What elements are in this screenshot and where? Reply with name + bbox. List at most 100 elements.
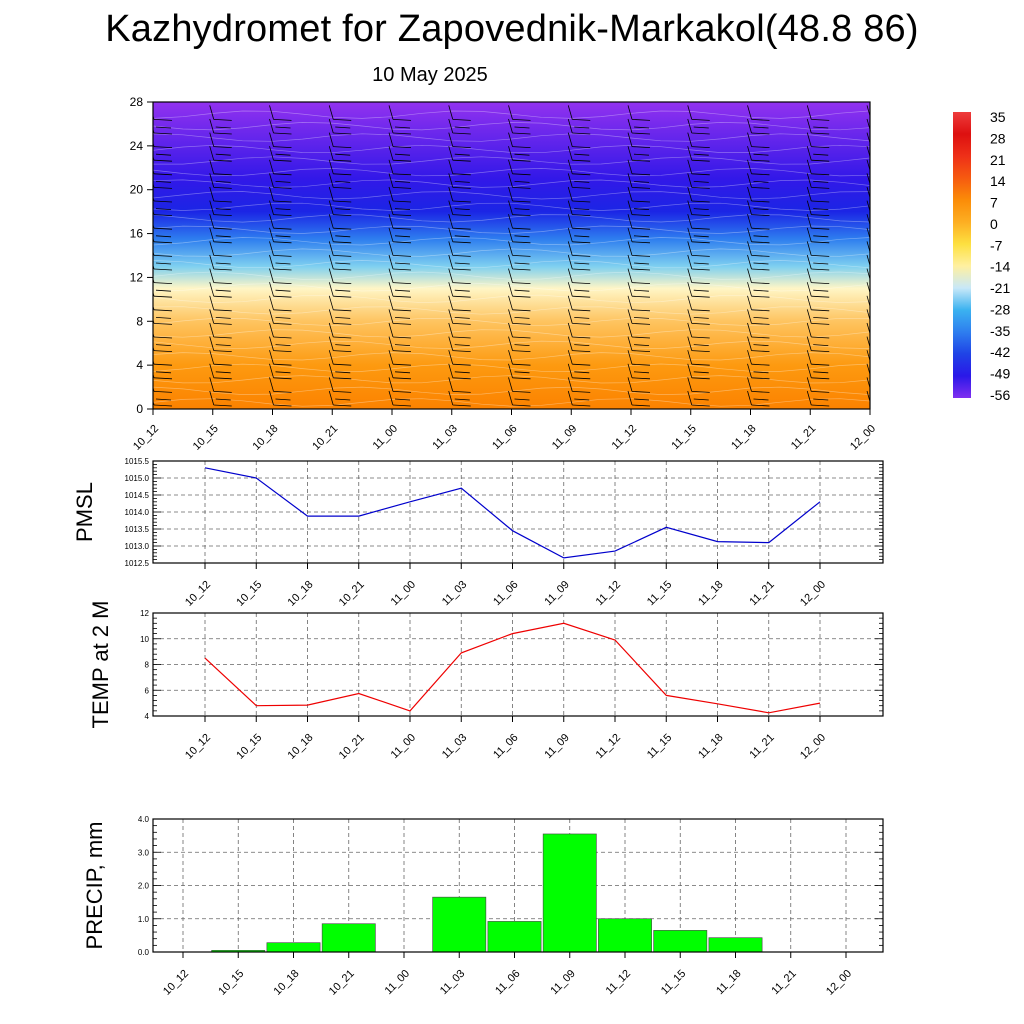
wind-barb-flag — [691, 336, 710, 339]
wind-barb-flag — [691, 159, 710, 162]
wind-barb — [388, 322, 394, 338]
wind-barb — [687, 159, 693, 174]
wind-barb-flag — [215, 181, 231, 183]
contour-line — [153, 110, 870, 119]
wind-barb-flag — [811, 255, 830, 257]
wind-barb-flag — [871, 255, 889, 256]
wind-barb-flag — [572, 404, 591, 407]
wind-barb — [508, 186, 513, 202]
wind-barb-flag — [631, 350, 651, 352]
wind-barb-flag — [333, 377, 352, 380]
y-axis-title: PMSL — [72, 482, 97, 542]
wind-barb — [866, 105, 870, 118]
wind-barb — [687, 254, 693, 270]
wind-barb — [328, 132, 334, 147]
wind-barb — [747, 336, 752, 351]
wind-barb-flag — [512, 132, 531, 135]
wind-barb-flag — [574, 371, 590, 374]
wind-barb — [627, 268, 633, 283]
wind-barb-flag — [871, 310, 889, 311]
wind-barb — [866, 336, 870, 349]
wind-barb-flag — [631, 336, 651, 339]
colorbar-label: 28 — [990, 130, 1006, 146]
wind-barb-flag — [693, 208, 709, 210]
wind-barb — [866, 350, 870, 363]
y-tick-label: 1015.5 — [125, 457, 150, 466]
wind-barb — [328, 118, 334, 134]
wind-barb — [627, 118, 633, 134]
wind-barb — [209, 363, 215, 378]
wind-barb — [567, 268, 573, 283]
wind-barb — [567, 363, 573, 378]
wind-barb-flag — [751, 350, 770, 352]
wind-barb-flag — [751, 268, 770, 271]
wind-barb-flag — [215, 371, 231, 374]
pmsl-panel: 1012.5 1013.0 1013.5 1014.0 1014.5 1015.0 1015… — [72, 457, 884, 609]
wind-barb — [627, 105, 633, 120]
wind-barb-flag — [691, 214, 710, 216]
wind-barb-flag — [273, 282, 292, 284]
wind-barb — [269, 105, 274, 120]
wind-barb-flag — [811, 132, 830, 135]
wind-barb-flag — [572, 119, 591, 121]
wind-barb-flag — [574, 262, 590, 265]
wind-barb — [508, 309, 513, 324]
wind-barb-flag — [572, 363, 591, 366]
wind-barb-flag — [213, 173, 232, 176]
wind-barb-flag — [153, 309, 173, 312]
wind-barb-flag — [813, 262, 829, 265]
wind-barb — [747, 227, 752, 242]
wind-barb-flag — [275, 235, 291, 238]
wind-barb-flag — [452, 282, 471, 284]
wind-barb — [328, 282, 334, 297]
wind-barb-flag — [751, 309, 770, 312]
wind-barb-flag — [275, 371, 291, 374]
wind-barb — [269, 377, 274, 392]
wind-barb-flag — [512, 391, 531, 393]
wind-barb-flag — [213, 241, 232, 244]
wind-barb — [388, 200, 394, 215]
wind-barb-flag — [452, 241, 471, 244]
x-tick-label: 11_12 — [610, 423, 640, 453]
y-tick-label: 1014.5 — [125, 491, 150, 500]
wind-barb-flag — [751, 295, 770, 298]
wind-barb — [866, 146, 870, 159]
wind-barb-flag — [273, 241, 292, 244]
wind-barb — [687, 118, 693, 134]
wind-barb-flag — [153, 187, 173, 189]
wind-barb-flag — [572, 159, 591, 162]
wind-barb-flag — [751, 377, 770, 380]
wind-barb — [328, 268, 334, 283]
wind-barb-flag — [751, 146, 770, 148]
wind-barb — [866, 254, 870, 267]
wind-barb-flag — [452, 132, 471, 135]
wind-barb — [747, 241, 752, 256]
wind-barb-flag — [213, 255, 232, 257]
wind-barb — [508, 241, 513, 256]
precip-bar — [598, 918, 652, 953]
wind-barb — [388, 132, 394, 147]
wind-barb — [448, 295, 454, 310]
contour-line — [153, 363, 870, 372]
wind-barb-flag — [631, 282, 651, 284]
wind-barb-flag — [691, 268, 710, 271]
wind-barb-flag — [871, 133, 889, 134]
chart-title: Kazhydromet for Zapovednik-Markakol(48.8… — [105, 8, 919, 50]
wind-barb-flag — [871, 147, 889, 148]
colorbar-label: -49 — [990, 366, 1010, 382]
wind-barb-flag — [691, 187, 710, 189]
x-tick-label: 11_03 — [438, 968, 468, 998]
wind-barb-flag — [273, 336, 292, 339]
wind-barb — [567, 118, 573, 134]
wind-barb-flag — [512, 309, 531, 312]
wind-barb — [567, 200, 573, 215]
wind-barb — [866, 214, 870, 227]
wind-barb — [508, 350, 513, 365]
wind-barb — [567, 186, 573, 202]
wind-barb-flag — [335, 262, 351, 265]
wind-barb-flag — [394, 126, 411, 129]
wind-barb — [627, 309, 633, 324]
wind-barb-flag — [751, 282, 770, 284]
wind-barb-flag — [333, 132, 352, 135]
wind-barb — [388, 363, 394, 378]
